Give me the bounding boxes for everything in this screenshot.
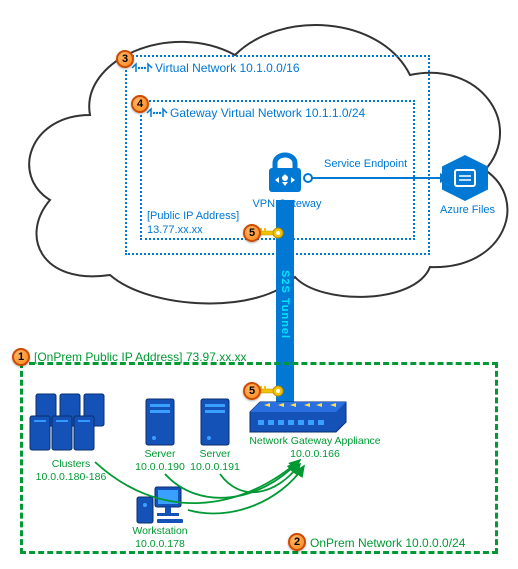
key-icon (258, 226, 284, 240)
gateway-appliance-label: Network Gateway Appliance10.0.0.166 (240, 435, 390, 460)
service-endpoint-label: Service Endpoint (324, 158, 407, 172)
virtual-network-title: Virtual Network 10.1.0.0/16 (133, 61, 422, 75)
server2-icon (200, 398, 230, 446)
step-badge-4: 4 (131, 95, 149, 113)
workstation-icon (135, 485, 183, 525)
public-ip-label: [Public IP Address] 13.77.xx.xx (147, 210, 239, 238)
s2s-tunnel-label: S2S Tunnel (279, 270, 291, 339)
step-badge-2: 2 (288, 533, 306, 551)
virtual-network-label: Virtual Network 10.1.0.0/16 (155, 61, 300, 75)
onprem-network-label: OnPrem Network 10.0.0.0/24 (310, 536, 465, 551)
azure-files-label: Azure Files (440, 204, 495, 218)
step-badge-5a: 5 (243, 224, 261, 242)
server2-label: Server10.0.0.191 (187, 448, 243, 473)
server1-icon (145, 398, 175, 446)
workstation-label: Workstation10.0.0.178 (125, 525, 195, 550)
gateway-appliance-icon (250, 402, 346, 432)
vnet-icon (133, 61, 151, 75)
gateway-subnet-title: Gateway Virtual Network 10.1.1.0/24 (148, 106, 407, 120)
gateway-subnet-label: Gateway Virtual Network 10.1.1.0/24 (170, 106, 365, 120)
clusters-icon (30, 390, 110, 456)
onprem-public-ip-label: [OnPrem Public IP Address] 73.97.xx.xx (34, 350, 247, 365)
azure-files-icon (442, 155, 488, 201)
step-badge-3: 3 (116, 50, 134, 68)
clusters-label: Clusters10.0.0.180-186 (28, 458, 114, 483)
step-badge-1: 1 (12, 348, 30, 366)
service-endpoint-connector (300, 170, 450, 186)
server1-label: Server10.0.0.190 (132, 448, 188, 473)
vnet-icon (148, 106, 166, 120)
